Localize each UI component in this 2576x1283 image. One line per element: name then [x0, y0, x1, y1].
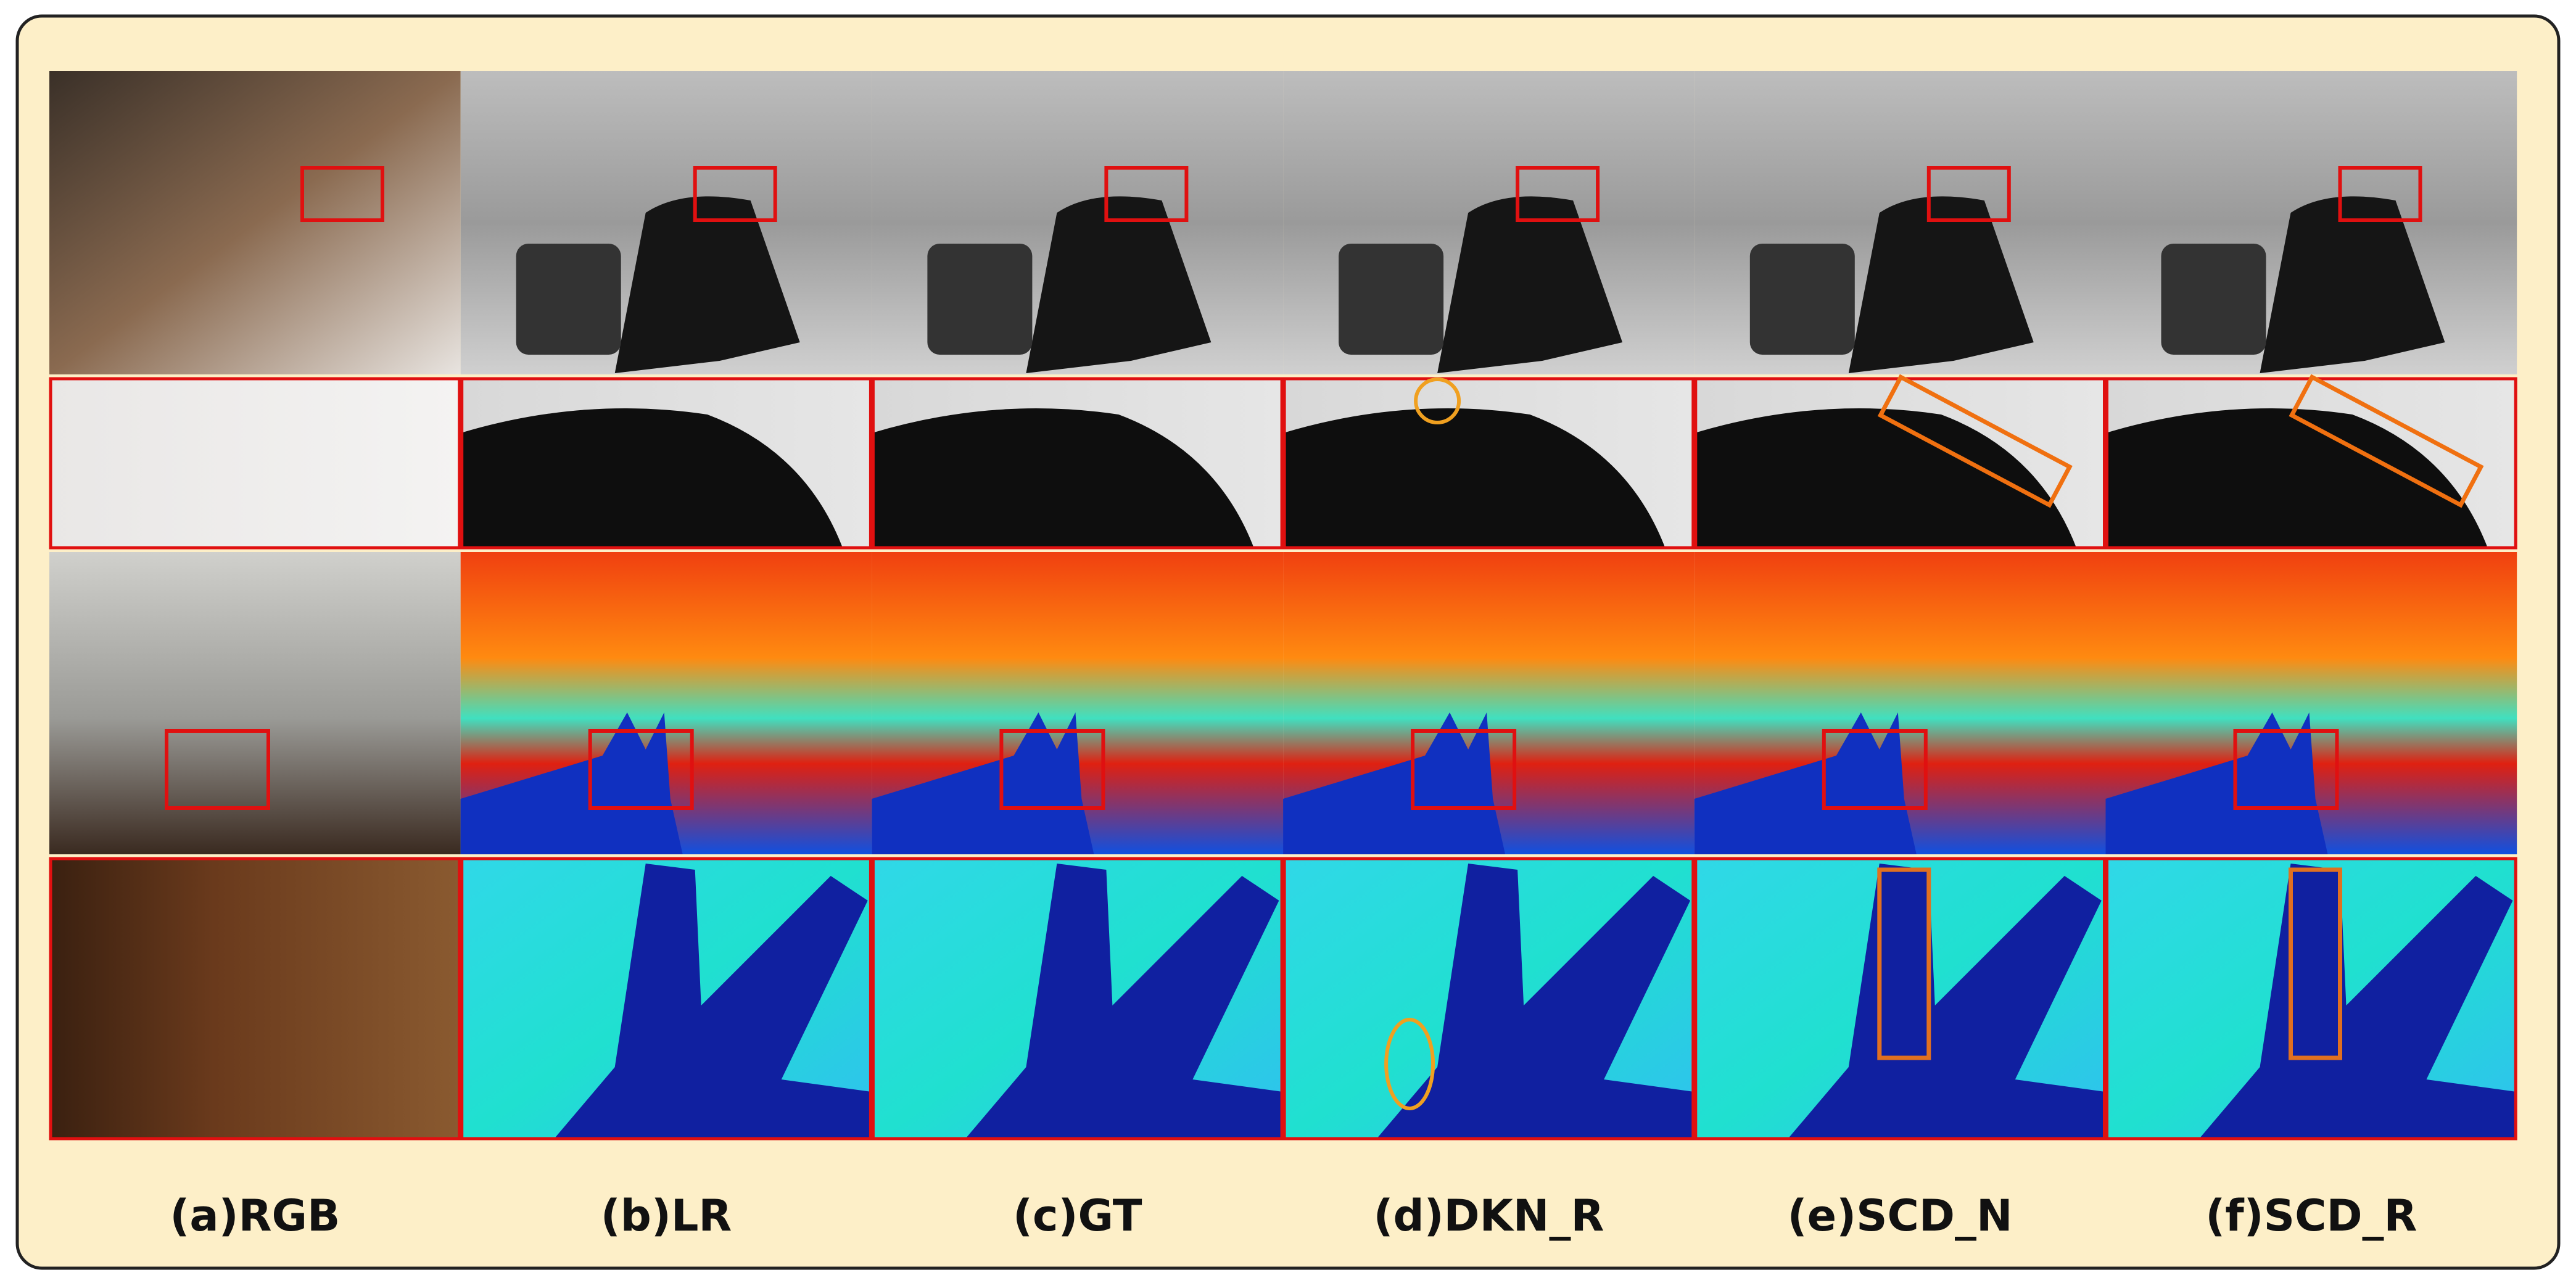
- hand: [872, 712, 1094, 854]
- captions: (a)RGB (b)LR (c)GT (d)DKN_R (e)SCD_N (f)SCD_R: [170, 1190, 2417, 1241]
- image-panel: [1694, 377, 2107, 550]
- image-panel: [49, 552, 461, 854]
- zoom-frame: [1282, 857, 1695, 1141]
- image-panel: [1282, 377, 1695, 550]
- zoom-frame: [460, 857, 872, 1141]
- zoom-frame: [2105, 857, 2517, 1141]
- image-panel: [1694, 552, 2106, 854]
- hand: [1786, 864, 2105, 1140]
- image-panel: [2105, 857, 2517, 1141]
- hand: [460, 712, 683, 854]
- selection-box: [1926, 166, 2011, 222]
- silhouette: [1437, 196, 1623, 373]
- caption: (d)DKN_R: [1373, 1190, 1604, 1241]
- hand: [964, 864, 1283, 1140]
- chair: [1339, 244, 1444, 355]
- image-panel: [49, 377, 461, 550]
- selection-box: [1104, 166, 1189, 222]
- selection-box: [588, 729, 694, 810]
- chair: [2161, 244, 2266, 355]
- image: [49, 377, 461, 549]
- hand: [1283, 712, 1506, 854]
- silhouette: [460, 408, 843, 549]
- zoom-frame: [871, 377, 1284, 550]
- hand: [1376, 864, 1695, 1140]
- selection-box: [1516, 166, 1600, 222]
- image: [49, 552, 461, 854]
- selection-box: [2233, 729, 2339, 810]
- silhouette: [1026, 196, 1212, 373]
- annotation: [1877, 374, 2073, 508]
- chair: [927, 244, 1033, 355]
- hand: [553, 864, 872, 1140]
- silhouette: [1848, 196, 2034, 373]
- selection-box: [1822, 729, 1928, 810]
- image-panel: [1283, 71, 1695, 374]
- selection-box: [2338, 166, 2422, 222]
- image-panel: [1282, 857, 1695, 1141]
- image-panel: [460, 377, 872, 550]
- image-panel: [872, 552, 1284, 854]
- silhouette: [1694, 408, 2077, 549]
- caption: (c)GT: [1013, 1190, 1142, 1241]
- image-panel: [2105, 71, 2517, 374]
- selection-box: [165, 729, 270, 810]
- image-panel: [1694, 857, 2107, 1141]
- silhouette: [2260, 196, 2445, 373]
- chair: [516, 244, 621, 355]
- caption: (b)LR: [601, 1190, 732, 1241]
- selection-box: [300, 166, 384, 222]
- image-panel: [49, 857, 461, 1141]
- selection-box: [693, 166, 777, 222]
- zoom-frame: [871, 857, 1284, 1141]
- image: [49, 857, 461, 1140]
- silhouette: [1283, 408, 1666, 549]
- zoom-frame: [1694, 857, 2107, 1141]
- selection-box: [999, 729, 1105, 810]
- caption: (e)SCD_N: [1788, 1190, 2013, 1241]
- hand: [2105, 712, 2328, 854]
- image-panel: [460, 71, 872, 374]
- zoom-frame: [49, 857, 461, 1141]
- caption: (a)RGB: [170, 1190, 340, 1241]
- image-panel: [460, 552, 872, 854]
- image: [49, 71, 461, 374]
- hand: [1694, 712, 1917, 854]
- silhouette: [872, 408, 1255, 549]
- image-panel: [871, 857, 1284, 1141]
- zoom-frame: [49, 377, 461, 550]
- annotation: [1414, 377, 1461, 424]
- zoom-frame: [460, 377, 872, 550]
- image-panel: [460, 857, 872, 1141]
- image-panel: [872, 71, 1284, 374]
- image-panel: [871, 377, 1284, 550]
- image-panel: [2105, 377, 2517, 550]
- annotation: [2289, 867, 2342, 1060]
- silhouette: [614, 196, 800, 373]
- selection-box: [1411, 729, 1517, 810]
- image-panel: [49, 71, 461, 374]
- panels: [49, 71, 2517, 1141]
- image-panel: [1694, 71, 2106, 374]
- image-panel: [1283, 552, 1695, 854]
- hand: [2198, 864, 2517, 1140]
- annotation: [1877, 867, 1931, 1060]
- caption: (f)SCD_R: [2205, 1190, 2417, 1241]
- chair: [1749, 244, 1855, 355]
- silhouette: [2105, 408, 2488, 549]
- annotation: [2289, 374, 2484, 508]
- image-panel: [2105, 552, 2517, 854]
- annotation: [1384, 1018, 1435, 1110]
- zoom-frame: [1282, 377, 1695, 550]
